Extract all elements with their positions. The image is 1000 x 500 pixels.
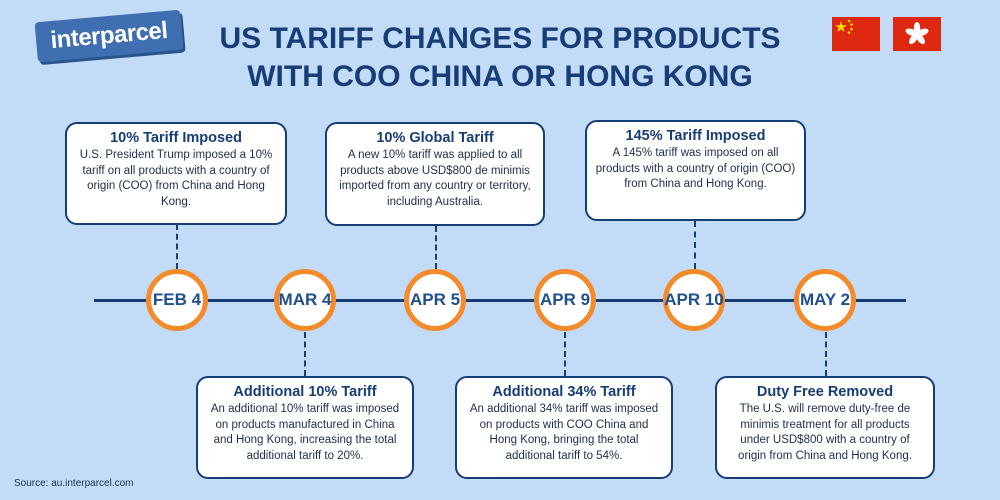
event-body: The U.S. will remove duty-free de minimi…: [738, 403, 912, 462]
date-node-feb4: FEB 4: [146, 269, 208, 331]
event-title: 10% Global Tariff: [376, 130, 494, 146]
event-title: Duty Free Removed: [756, 384, 894, 400]
title-line-2: WITH COO CHINA OR HONG KONG: [247, 60, 753, 93]
date-label: APR 10: [664, 290, 724, 309]
date-label: MAY 2: [799, 290, 851, 309]
date-label: APR 5: [409, 290, 461, 309]
interparcel-logo: interparcel: [34, 9, 184, 63]
event-title: 10% Tariff Imposed: [110, 130, 242, 146]
timeline-axis: [94, 299, 906, 302]
date-node-may2: MAY 2: [794, 269, 856, 331]
date-label: MAR 4: [278, 290, 332, 309]
event-body: An additional 10% tariff was imposed on …: [210, 403, 400, 462]
event-title: Additional 10% Tariff: [233, 384, 377, 400]
event-card-mar4: Additional 10% Tariff An additional 10% …: [196, 376, 414, 479]
connector-apr5: [435, 226, 437, 269]
connector-feb4: [176, 224, 178, 269]
china-flag: [832, 17, 880, 51]
date-label: FEB 4: [152, 290, 202, 309]
date-node-mar4: MAR 4: [274, 269, 336, 331]
event-body: A 145% tariff was imposed on all product…: [595, 147, 796, 190]
connector-mar4: [304, 332, 306, 376]
event-card-feb4: 10% Tariff Imposed U.S. President Trump …: [65, 122, 287, 225]
date-node-apr9: APR 9: [534, 269, 596, 331]
connector-may2: [825, 332, 827, 376]
event-title: 145% Tariff Imposed: [625, 128, 766, 144]
event-card-apr10: 145% Tariff Imposed A 145% tariff was im…: [585, 120, 806, 221]
date-node-apr10: APR 10: [663, 269, 725, 331]
event-body: An additional 34% tariff was imposed on …: [469, 403, 659, 462]
event-body: U.S. President Trump imposed a 10% tarif…: [79, 149, 273, 208]
event-card-may2: Duty Free Removed The U.S. will remove d…: [715, 376, 935, 479]
event-body: A new 10% tariff was applied to all prod…: [339, 149, 531, 208]
source-credit: Source: au.interparcel.com: [14, 478, 134, 489]
connector-apr10: [694, 221, 696, 269]
page-title: US TARIFF CHANGES FOR PRODUCTS WITH COO …: [180, 20, 820, 96]
date-label: APR 9: [539, 290, 591, 309]
event-card-apr9: Additional 34% Tariff An additional 34% …: [455, 376, 673, 479]
event-card-apr5: 10% Global Tariff A new 10% tariff was a…: [325, 122, 545, 226]
connector-apr9: [564, 332, 566, 376]
hong-kong-flag: [893, 17, 941, 51]
date-node-apr5: APR 5: [404, 269, 466, 331]
title-line-1: US TARIFF CHANGES FOR PRODUCTS: [219, 22, 781, 55]
event-title: Additional 34% Tariff: [492, 384, 636, 400]
